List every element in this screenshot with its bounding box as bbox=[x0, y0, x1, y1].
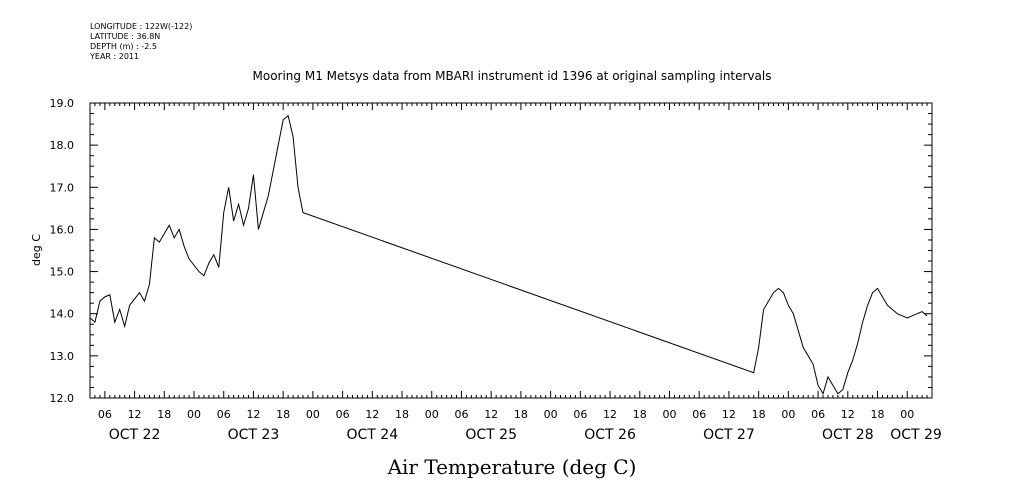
metadata-block: LONGITUDE : 122W(-122) LATITUDE : 36.8N … bbox=[90, 22, 192, 62]
y-tick-label: 12.0 bbox=[50, 392, 75, 405]
x-hour-label: 18 bbox=[276, 408, 290, 421]
x-hour-label: 18 bbox=[514, 408, 528, 421]
y-axis-label: deg C bbox=[30, 234, 43, 266]
x-day-label: OCT 25 bbox=[465, 427, 517, 443]
x-hour-label: 18 bbox=[871, 408, 885, 421]
longitude-text: LONGITUDE : 122W(-122) bbox=[90, 22, 193, 31]
x-axis: 06 12 18 00 06 12 18 00 06 12 18 00 06 12 18 00 06 12 18 00… bbox=[89, 103, 942, 443]
series-group bbox=[89, 114, 928, 396]
y-tick-label: 14.0 bbox=[50, 308, 75, 321]
chart-title: Mooring M1 Metsys data from MBARI instru… bbox=[253, 69, 772, 83]
x-hour-label: 12 bbox=[841, 408, 855, 421]
x-hour-label: 06 bbox=[454, 408, 468, 421]
plot-frame bbox=[89, 102, 933, 399]
x-day-label: OCT 28 bbox=[822, 427, 874, 443]
year-text: YEAR : 2011 bbox=[90, 52, 140, 61]
x-hour-label: 12 bbox=[246, 408, 260, 421]
x-hour-label: 12 bbox=[722, 408, 736, 421]
y-tick-label: 17.0 bbox=[50, 181, 75, 194]
x-hour-label: 06 bbox=[573, 408, 587, 421]
x-hour-label: 18 bbox=[752, 408, 766, 421]
x-hour-label: 00 bbox=[662, 408, 676, 421]
x-day-label: OCT 22 bbox=[109, 427, 161, 443]
x-hour-label: 00 bbox=[781, 408, 795, 421]
x-hour-label: 00 bbox=[544, 408, 558, 421]
x-hour-label: 12 bbox=[484, 408, 498, 421]
y-tick-label: 13.0 bbox=[50, 350, 75, 363]
y-tick-label: 19.0 bbox=[50, 97, 75, 110]
x-hour-label: 06 bbox=[336, 408, 350, 421]
x-hour-label: 00 bbox=[187, 408, 201, 421]
x-day-label: OCT 29 bbox=[890, 427, 942, 443]
x-hour-label: 12 bbox=[603, 408, 617, 421]
latitude-text: LATITUDE : 36.8N bbox=[90, 32, 161, 41]
x-hour-label: 18 bbox=[633, 408, 647, 421]
depth-text: DEPTH (m) : -2.5 bbox=[90, 42, 157, 51]
x-hour-label: 18 bbox=[157, 408, 171, 421]
x-day-label: OCT 23 bbox=[228, 427, 280, 443]
x-hour-label: 00 bbox=[900, 408, 914, 421]
x-day-label: OCT 24 bbox=[347, 427, 399, 443]
y-tick-label: 15.0 bbox=[50, 266, 75, 279]
x-hour-label: 06 bbox=[98, 408, 112, 421]
x-hour-label: 12 bbox=[128, 408, 142, 421]
x-day-label: OCT 27 bbox=[703, 427, 755, 443]
series-line bbox=[89, 114, 928, 396]
x-hour-label: 00 bbox=[425, 408, 439, 421]
y-axis: 12.0 13.0 14.0 15.0 16.0 17.0 18.0 19.0 bbox=[50, 97, 932, 405]
x-hour-label: 06 bbox=[217, 408, 231, 421]
x-hour-label: 18 bbox=[395, 408, 409, 421]
x-hour-label: 12 bbox=[365, 408, 379, 421]
x-day-label: OCT 26 bbox=[584, 427, 636, 443]
x-hour-label: 00 bbox=[306, 408, 320, 421]
y-tick-label: 16.0 bbox=[50, 223, 75, 236]
x-hour-label: 06 bbox=[811, 408, 825, 421]
x-hour-label: 06 bbox=[692, 408, 706, 421]
x-axis-label: Air Temperature (deg C) bbox=[387, 455, 637, 479]
y-tick-label: 18.0 bbox=[50, 139, 75, 152]
